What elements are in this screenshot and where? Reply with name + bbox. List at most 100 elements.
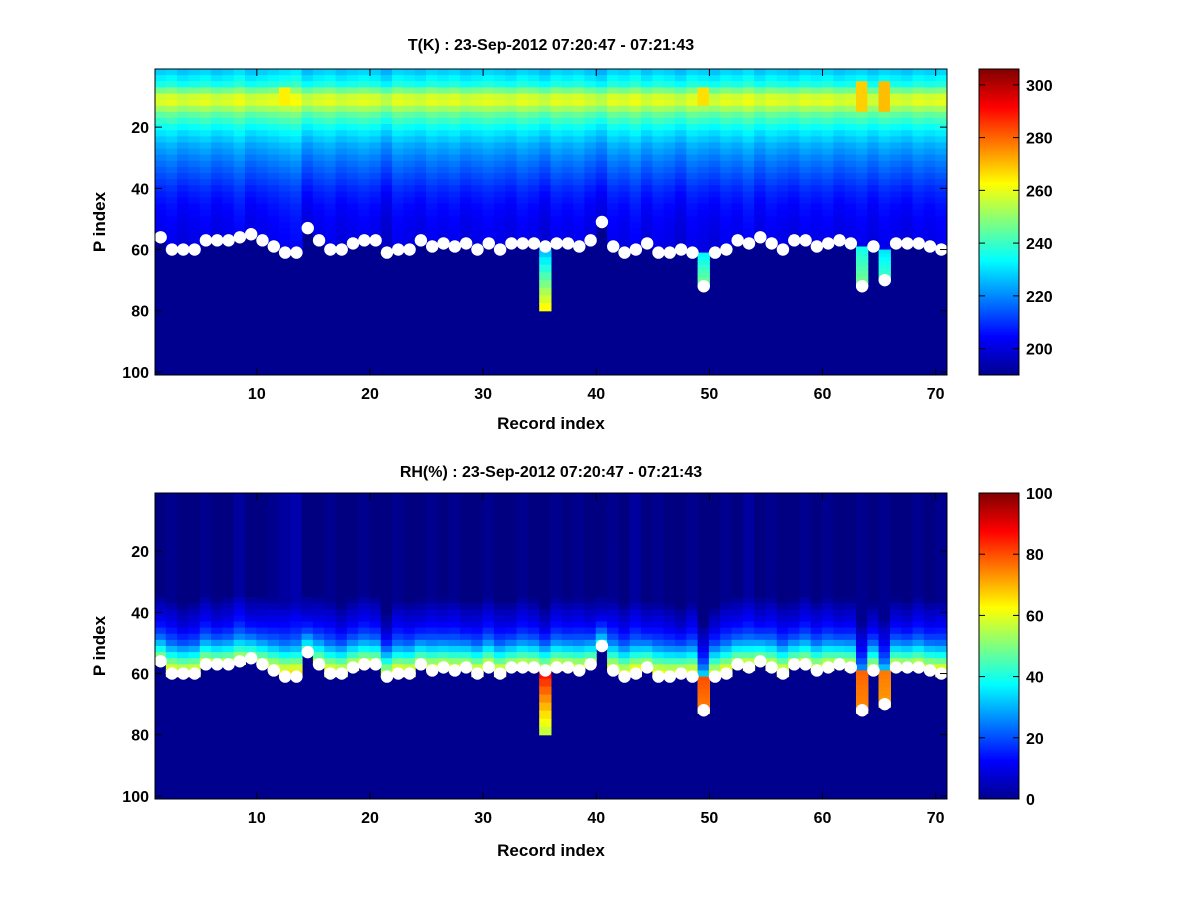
temperature-heatmap-cell [199, 142, 213, 150]
temperature-heatmap-cell [788, 209, 801, 217]
humidity-heatmap-cell [822, 529, 835, 537]
temperature-heatmap-cell [177, 191, 190, 199]
humidity-heatmap-cell [301, 566, 314, 574]
temperature-heatmap-cell [584, 160, 597, 168]
humidity-heatmap-cell [527, 584, 541, 592]
temperature-heatmap-cell [754, 173, 767, 180]
humidity-heatmap-cell [403, 560, 416, 568]
temperature-heatmap-cell [822, 93, 835, 101]
temperature-heatmap-cell [448, 185, 461, 192]
temperature-heatmap-cell [414, 203, 428, 211]
humidity-heatmap-cell [573, 541, 586, 549]
temperature-heatmap-cell [867, 222, 880, 229]
humidity-heatmap-cell [686, 511, 699, 519]
temperature-heatmap-cell [674, 124, 688, 131]
temperature-heatmap-cell [358, 160, 371, 168]
temperature-heatmap-cell [550, 154, 563, 162]
temperature-heatmap-cell [833, 130, 846, 137]
humidity-heatmap-cell [595, 572, 609, 580]
temperature-heatmap-cell [833, 105, 846, 113]
humidity-heatmap-cell [720, 639, 733, 647]
temperature-heatmap-cell [233, 142, 247, 150]
temperature-heatmap-cell [697, 222, 710, 229]
temperature-heatmap-cell [403, 75, 416, 82]
temperature-heatmap-cell [674, 154, 688, 162]
temperature-heatmap-cell [278, 87, 292, 95]
humidity-heatmap-cell [505, 627, 518, 635]
temperature-heatmap-cell [392, 87, 405, 95]
humidity-heatmap-cell [810, 633, 824, 641]
humidity-surface-marker [188, 667, 201, 680]
temperature-heatmap-cell [155, 142, 167, 150]
humidity-heatmap-cell [822, 603, 835, 610]
humidity-heatmap-cell [414, 554, 428, 561]
temperature-anomaly-cell [697, 269, 710, 275]
temperature-heatmap-cell [788, 124, 801, 131]
humidity-heatmap-cell [708, 590, 722, 598]
temperature-heatmap-cell [312, 87, 326, 95]
temperature-heatmap-cell [459, 99, 473, 107]
humidity-heatmap-cell [448, 646, 461, 653]
temperature-heatmap-cell [267, 166, 280, 174]
humidity-heatmap-cell [584, 572, 597, 580]
temperature-heatmap-cell [459, 154, 473, 162]
humidity-heatmap-cell [878, 603, 891, 610]
humidity-heatmap-cell [245, 590, 258, 598]
temperature-heatmap-cell [290, 203, 303, 211]
humidity-heatmap-cell [855, 627, 869, 635]
humidity-heatmap-cell [618, 658, 631, 665]
temperature-heatmap-cell [392, 222, 405, 229]
temperature-heatmap-cell [516, 130, 529, 137]
humidity-heatmap-cell [290, 572, 303, 580]
humidity-heatmap-cell [708, 517, 722, 525]
temperature-heatmap-cell [335, 99, 348, 107]
humidity-heatmap-cell [776, 633, 790, 641]
temperature-heatmap-cell [414, 209, 428, 217]
temperature-heatmap-cell [776, 173, 790, 180]
humidity-heatmap-cell [686, 554, 699, 561]
humidity-heatmap-cell [211, 646, 224, 653]
humidity-heatmap-cell [799, 517, 812, 525]
humidity-heatmap-cell [788, 535, 801, 543]
humidity-heatmap-cell [618, 590, 631, 598]
humidity-heatmap-cell [697, 609, 710, 616]
humidity-heatmap-cell [312, 621, 326, 629]
temperature-heatmap-cell [437, 179, 450, 186]
humidity-x-tick-label: 50 [701, 810, 719, 827]
temperature-heatmap-cell [278, 179, 292, 186]
humidity-heatmap-cell [312, 541, 326, 549]
temperature-heatmap-cell [426, 124, 439, 131]
temperature-heatmap-cell [855, 69, 869, 76]
humidity-heatmap-cell [867, 535, 880, 543]
temperature-heatmap-cell [686, 124, 699, 131]
temperature-heatmap-cell [188, 99, 201, 107]
humidity-heatmap-cell [369, 633, 382, 641]
temperature-heatmap-cell [799, 191, 812, 199]
temperature-heatmap-cell [663, 81, 676, 88]
temperature-heatmap-cell [222, 160, 235, 168]
humidity-heatmap-cell [878, 548, 891, 555]
temperature-heatmap-cell [278, 240, 292, 248]
temperature-heatmap-cell [165, 75, 179, 82]
humidity-heatmap-cell [573, 566, 586, 574]
temperature-heatmap-cell [177, 69, 190, 76]
humidity-heatmap-cell [935, 597, 947, 604]
temperature-heatmap-cell [822, 160, 835, 168]
humidity-heatmap-cell [199, 584, 213, 592]
temperature-heatmap-cell [482, 209, 495, 217]
temperature-heatmap-cell [346, 191, 360, 199]
humidity-heatmap-cell [335, 529, 348, 537]
temperature-heatmap-cell [754, 160, 767, 168]
humidity-heatmap-cell [901, 511, 914, 519]
temperature-heatmap-cell [765, 105, 778, 113]
humidity-heatmap-cell [301, 627, 314, 635]
humidity-heatmap-cell [312, 615, 326, 623]
temperature-heatmap-cell [810, 166, 824, 174]
temperature-heatmap-cell [595, 173, 609, 180]
humidity-heatmap-cell [278, 566, 292, 574]
humidity-heatmap-cell [607, 572, 620, 580]
temperature-heatmap-cell [641, 197, 654, 205]
humidity-heatmap-cell [901, 572, 914, 580]
temperature-heatmap-cell [720, 185, 733, 192]
temperature-heatmap-cell [935, 203, 947, 211]
